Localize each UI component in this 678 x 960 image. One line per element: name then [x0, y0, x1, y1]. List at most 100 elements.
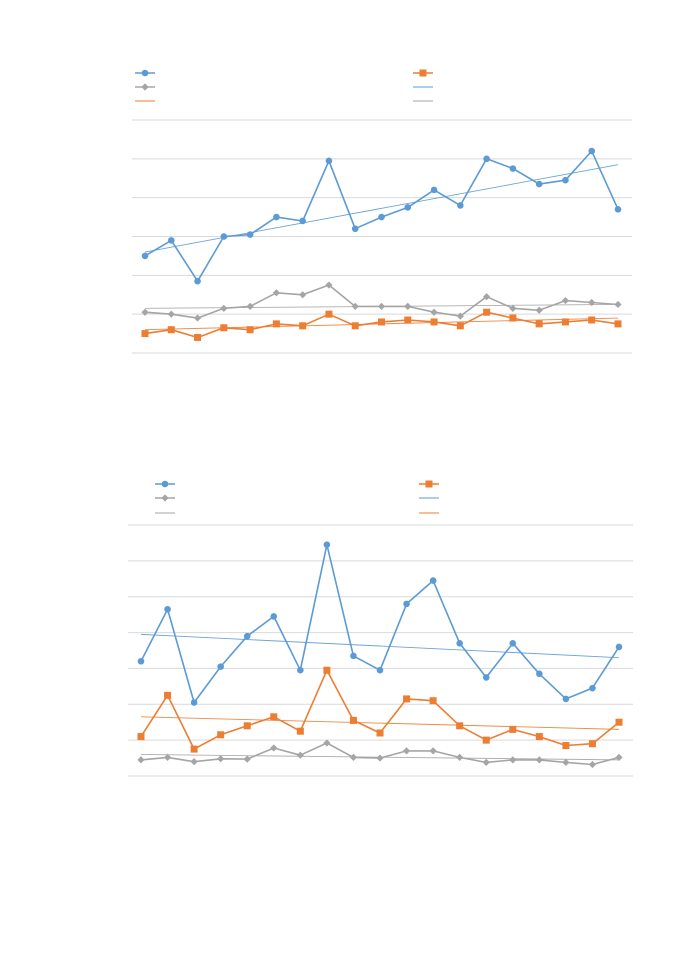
trendlines: [140, 633, 620, 761]
legend-marker: [141, 83, 149, 91]
data-point: [404, 316, 412, 324]
data-point: [190, 745, 198, 753]
data-point: [535, 733, 543, 741]
series-circle: [137, 541, 623, 706]
data-point: [615, 643, 623, 651]
data-point: [349, 753, 358, 761]
data-point: [323, 666, 331, 674]
data-point: [430, 186, 438, 194]
data-point: [561, 318, 569, 326]
data-point: [509, 304, 517, 312]
data-point: [299, 217, 306, 225]
data-point: [246, 231, 254, 238]
data-point: [220, 233, 228, 240]
data-point: [246, 302, 254, 310]
legend-marker: [161, 480, 169, 488]
data-point: [456, 722, 464, 730]
data-point: [243, 632, 251, 640]
data-point: [562, 695, 570, 703]
data-point: [456, 312, 464, 320]
data-point: [270, 613, 278, 620]
data-point: [429, 747, 437, 755]
data-point: [588, 740, 596, 748]
data-point: [615, 718, 623, 726]
data-point: [615, 753, 623, 761]
data-point: [323, 739, 331, 747]
data-point: [614, 300, 622, 309]
data-point: [349, 716, 357, 724]
data-point: [323, 541, 331, 549]
data-point: [163, 753, 172, 761]
data-point: [217, 755, 225, 763]
series-diamond: [137, 739, 623, 769]
data-point: [351, 225, 359, 233]
data-point: [137, 657, 145, 665]
data-point: [482, 758, 490, 766]
data-point: [378, 213, 385, 221]
data-point: [194, 277, 201, 285]
data-point: [296, 727, 304, 735]
data-point: [562, 742, 570, 750]
data-point: [141, 330, 149, 338]
data-point: [535, 180, 543, 188]
data-point: [429, 577, 437, 584]
legend-marker: [161, 494, 169, 502]
data-point: [137, 756, 145, 764]
data-point: [404, 302, 412, 310]
data-point: [588, 298, 596, 307]
data-point: [164, 691, 172, 699]
data-point: [190, 699, 198, 706]
legend-marker: [419, 69, 427, 77]
series-square: [137, 666, 623, 753]
legend: [155, 480, 439, 514]
trendline: [140, 716, 620, 730]
data-point: [509, 314, 517, 322]
data-point: [483, 308, 491, 316]
data-point: [351, 322, 359, 330]
data-point: [588, 760, 597, 769]
trendline: [140, 633, 620, 659]
data-point: [482, 736, 490, 744]
data-point: [296, 751, 304, 759]
data-point: [270, 713, 278, 721]
series-line: [140, 543, 620, 704]
data-point: [509, 165, 517, 172]
legend-marker: [425, 480, 433, 488]
data-point: [376, 666, 384, 674]
data-point: [167, 237, 175, 244]
data-point: [377, 302, 386, 310]
data-point: [588, 147, 596, 155]
data-point: [456, 753, 464, 761]
data-point: [378, 318, 385, 326]
data-point: [376, 754, 384, 762]
data-point: [299, 291, 307, 299]
data-point: [614, 206, 622, 213]
data-point: [456, 640, 463, 647]
data-point: [325, 157, 333, 165]
data-point: [589, 684, 596, 692]
data-point: [482, 674, 490, 681]
data-point: [509, 725, 517, 733]
series-circle: [141, 147, 622, 285]
data-point: [325, 281, 333, 289]
data-point: [194, 333, 202, 341]
series-square: [141, 308, 622, 341]
data-point: [270, 744, 278, 752]
chart-bottom: [128, 480, 633, 777]
data-point: [220, 304, 228, 312]
data-point: [167, 310, 175, 318]
data-point: [614, 320, 622, 328]
data-point: [404, 204, 412, 211]
data-point: [456, 322, 464, 330]
data-point: [483, 155, 490, 163]
data-point: [430, 308, 438, 316]
series-diamond: [141, 281, 622, 322]
data-point: [561, 296, 570, 305]
data-point: [297, 666, 304, 674]
data-point: [217, 731, 225, 739]
data-point: [299, 322, 307, 330]
data-point: [325, 310, 333, 318]
legend: [135, 69, 433, 102]
